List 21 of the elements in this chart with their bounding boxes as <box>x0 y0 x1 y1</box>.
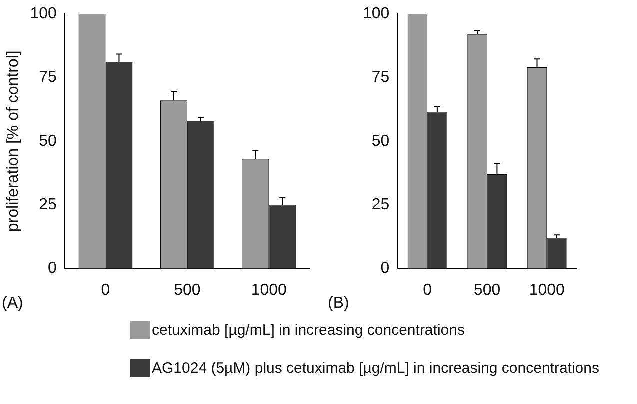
x-tick-label: 0 <box>101 282 110 299</box>
y-axis-title: proliferation [% of control] <box>5 50 22 232</box>
y-tick-label: 75 <box>39 69 57 86</box>
y-tick-label: 50 <box>39 132 57 150</box>
text: (A) <box>2 295 24 312</box>
text: (B) <box>328 295 350 312</box>
x-tick-label: 0 <box>423 282 432 299</box>
y-tick-label: 100 <box>362 5 390 22</box>
y-tick-label: 75 <box>372 69 390 86</box>
x-tick-label: 500 <box>474 282 501 299</box>
y-tick-label: 50 <box>372 132 390 150</box>
x-tick-label: 1000 <box>529 282 566 299</box>
y-tick-label: 25 <box>39 196 57 214</box>
x-tick-label: 500 <box>174 282 201 299</box>
legend-label: AG1024 (5µM) plus cetuximab [µg/mL] in increasing concentrations <box>152 360 600 376</box>
y-tick-label: 25 <box>372 196 390 214</box>
x-tick-label: 1000 <box>251 282 288 299</box>
y-tick-label: 0 <box>380 260 390 278</box>
legend-label: cetuximab [µg/mL] in increasing concentrations <box>152 322 465 338</box>
y-tick-label: 0 <box>48 260 57 278</box>
y-tick-label: 100 <box>30 5 57 22</box>
